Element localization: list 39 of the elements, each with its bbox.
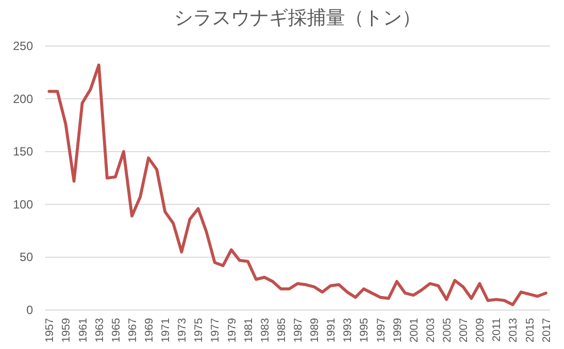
x-tick-label: 2005 [442, 318, 454, 342]
x-tick-label: 1989 [309, 318, 322, 342]
x-tick-label: 1967 [126, 318, 139, 342]
x-tick-label: 1975 [193, 318, 206, 342]
x-tick-label: 1983 [259, 318, 272, 342]
y-tick-label: 200 [12, 92, 34, 106]
x-tick-label: 1999 [392, 318, 404, 342]
x-tick-label: 1987 [292, 318, 304, 342]
x-tick-label: 1963 [94, 318, 106, 342]
x-tick-label: 1985 [276, 318, 288, 342]
x-tick-label: 1965 [110, 318, 122, 342]
y-tick-label: 0 [26, 303, 34, 317]
y-tick-label: 50 [20, 250, 34, 264]
x-tick-label: 1997 [375, 318, 388, 342]
x-tick-label: 2009 [474, 318, 487, 342]
x-tick-label: 1977 [210, 318, 222, 342]
x-tick-label: 1961 [77, 318, 90, 342]
x-tick-label: 1959 [60, 318, 73, 342]
x-tick-label: 2017 [540, 318, 553, 342]
x-tick-label: 1973 [176, 318, 189, 342]
x-tick-label: 1981 [242, 318, 255, 342]
y-tick-label: 150 [12, 144, 34, 159]
x-tick-label: 2003 [424, 318, 437, 342]
chart-title: シラスウナギ採捕量（トン） [174, 8, 421, 29]
y-tick-label: 100 [12, 197, 34, 212]
x-tick-label: 1971 [160, 318, 172, 342]
x-tick-label: 1995 [358, 318, 371, 342]
y-tick-label: 250 [12, 39, 34, 53]
x-tick-label: 1957 [44, 318, 56, 342]
x-tick-label: 1969 [143, 318, 156, 342]
x-tick-label: 1993 [342, 318, 354, 342]
x-tick-label: 2013 [508, 318, 520, 342]
x-tick-label: 2011 [491, 318, 504, 342]
line-series [48, 64, 548, 306]
x-tick-label: 2001 [408, 318, 420, 342]
x-tick-label: 2015 [524, 318, 536, 342]
x-tick-label: 2007 [458, 318, 470, 342]
x-tick-label: 1979 [226, 318, 238, 342]
x-tick-label: 1991 [326, 318, 338, 342]
